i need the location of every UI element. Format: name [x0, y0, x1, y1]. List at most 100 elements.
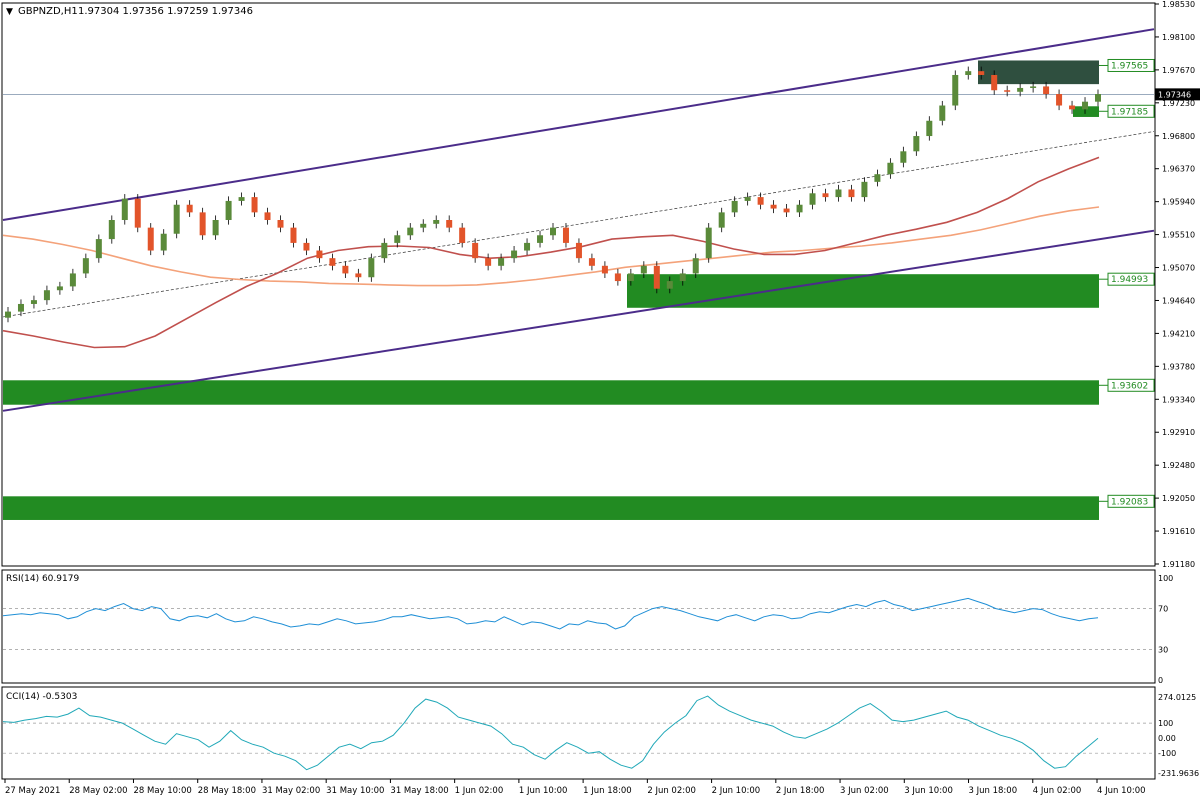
y-tick-label: 1.96800: [1162, 132, 1195, 141]
x-tick-label: 1 Jun 02:00: [455, 786, 504, 796]
candle-body: [550, 227, 556, 236]
candle-body: [939, 105, 946, 121]
candle-body: [887, 162, 894, 175]
rsi-tick-label: 0: [1158, 676, 1163, 685]
candle-body: [744, 197, 751, 201]
candle-body: [485, 258, 492, 266]
cci-tick-label: 0.00: [1158, 734, 1176, 743]
candle-body: [731, 200, 738, 213]
candle-body: [524, 242, 531, 251]
candle-body: [264, 212, 271, 221]
rsi-line: [2, 597, 1099, 630]
candle-body: [498, 258, 505, 266]
candle-body: [588, 258, 595, 266]
current-price-label: 1.97346: [1158, 90, 1191, 99]
candle-body: [666, 281, 673, 289]
candle-body: [251, 197, 258, 213]
candle-body: [796, 204, 803, 213]
candle-body: [43, 290, 50, 301]
candle-body: [952, 74, 959, 106]
y-tick-label: 1.95070: [1162, 264, 1195, 273]
channel-lower-line: [2, 229, 1155, 412]
candle-body: [575, 242, 582, 259]
y-tick-label: 1.97230: [1162, 99, 1195, 108]
x-tick-label: 3 Jun 18:00: [969, 786, 1018, 796]
candle-body: [121, 198, 128, 221]
x-tick-label: 28 May 10:00: [133, 786, 191, 796]
candle-body: [108, 220, 115, 240]
x-tick-label: 28 May 18:00: [198, 786, 256, 796]
cci-label: CCI(14) -0.5303: [6, 692, 77, 702]
x-tick-label: 4 Jun 10:00: [1097, 786, 1146, 796]
candle-body: [537, 235, 544, 243]
candle-body: [861, 181, 868, 198]
candle-body: [147, 227, 154, 251]
y-tick-label: 1.98530: [1162, 0, 1195, 9]
x-tick-label: 2 Jun 10:00: [712, 786, 761, 796]
cci-tick-label: 100: [1158, 719, 1173, 728]
zone-price-label: 1.97565: [1111, 61, 1148, 71]
zone-rect: [3, 496, 1099, 520]
candle-body: [835, 189, 842, 198]
candle-body: [446, 220, 453, 228]
candle-body: [770, 204, 777, 209]
zone-rect: [627, 274, 1099, 308]
candle-body: [601, 265, 608, 274]
candle-body: [926, 120, 933, 137]
candle-body: [277, 220, 284, 228]
cci-tick-label: -231.9636: [1158, 769, 1199, 778]
candle-body: [30, 300, 37, 304]
main-pane-border: [1, 2, 1156, 567]
x-tick-label: 31 May 18:00: [390, 786, 448, 796]
x-tick-label: 3 Jun 02:00: [840, 786, 889, 796]
candle-body: [991, 74, 998, 91]
header-arrow-icon: ▼: [6, 7, 13, 17]
candle-body: [238, 197, 245, 201]
candle-body: [783, 208, 790, 213]
candle-body: [199, 212, 206, 236]
candle-body: [809, 193, 816, 205]
candle-body: [342, 265, 349, 274]
y-tick-label: 1.95510: [1162, 231, 1195, 240]
y-tick-label: 1.95940: [1162, 198, 1195, 207]
zone-price-label: 1.92083: [1111, 497, 1148, 507]
candle-body: [718, 212, 725, 228]
x-tick-label: 3 Jun 10:00: [904, 786, 953, 796]
candle-body: [186, 204, 193, 213]
candle-body: [653, 265, 660, 289]
cci-line: [2, 695, 1099, 771]
x-tick-label: 28 May 02:00: [69, 786, 127, 796]
candle-body: [290, 227, 297, 243]
x-tick-label: 4 Jun 02:00: [1033, 786, 1082, 796]
rsi-tick-label: 70: [1158, 605, 1168, 614]
candle-body: [757, 197, 764, 205]
candle-body: [5, 311, 11, 318]
candle-body: [705, 227, 712, 259]
candle-body: [1095, 94, 1101, 102]
zone-rect: [1073, 106, 1099, 117]
candle-body: [69, 273, 76, 287]
candle-body: [160, 233, 167, 251]
candle-body: [329, 258, 336, 266]
candle-body: [822, 193, 829, 198]
candle-body: [679, 273, 686, 282]
candle-body: [1004, 90, 1011, 92]
candle-body: [368, 258, 375, 278]
candle-body: [874, 174, 881, 182]
cci-pane-border: [1, 686, 1156, 780]
y-tick-label: 1.92910: [1162, 428, 1195, 437]
x-tick-label: 2 Jun 18:00: [776, 786, 825, 796]
y-tick-label: 1.91610: [1162, 527, 1195, 536]
channel-upper-line: [2, 28, 1155, 221]
candle-body: [848, 189, 855, 198]
candle-body: [692, 258, 699, 274]
candle-body: [913, 136, 920, 152]
candle-body: [459, 227, 466, 243]
candle-body: [212, 220, 219, 236]
candle-body: [627, 273, 634, 282]
candle-body: [1017, 87, 1024, 92]
x-tick-label: 31 May 02:00: [262, 786, 320, 796]
candle-body: [17, 303, 24, 312]
candle-body: [433, 220, 440, 224]
